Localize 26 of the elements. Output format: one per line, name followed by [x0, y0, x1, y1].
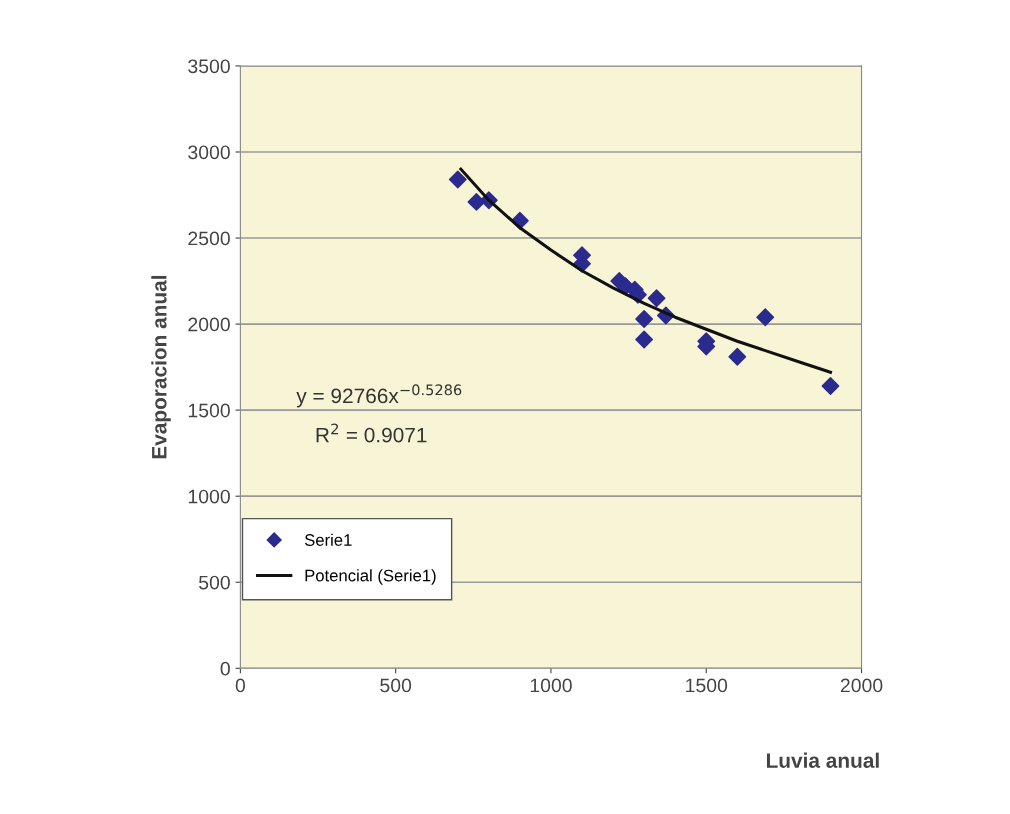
y-tick-label: 1000: [188, 489, 230, 504]
x-tick-label: 1500: [686, 678, 728, 693]
x-axis-title: Luvia anual: [766, 752, 879, 768]
y-tick-label: 2000: [188, 317, 230, 332]
point: [728, 347, 747, 366]
x-tick-label: 500: [380, 678, 412, 693]
y-tick-label: 500: [199, 575, 230, 590]
point: [635, 310, 654, 328]
point: [756, 308, 775, 327]
point: [647, 289, 666, 308]
legend-label: Serie1: [304, 533, 352, 546]
annotation: R$^{2}$ = 0.9071: [316, 423, 427, 443]
x-tick-label: 0: [235, 678, 246, 693]
x-tick-label: 1000: [530, 678, 572, 693]
x-tick-label: 2000: [840, 678, 883, 693]
annotation: y = 92766x$^{−0.5286}$: [296, 384, 462, 408]
point: [821, 377, 840, 395]
y-axis-title: Evaporacion anual: [151, 275, 171, 459]
point: [635, 330, 654, 349]
y-tick-label: 3000: [188, 145, 230, 160]
point: [448, 170, 467, 189]
y-tick-label: 3500: [188, 59, 230, 74]
y-tick-label: 1500: [188, 403, 230, 418]
y-tick-label: 2500: [188, 231, 230, 246]
legend-label: Potencial (Serie1): [305, 569, 436, 585]
y-tick-label: 0: [220, 661, 230, 676]
